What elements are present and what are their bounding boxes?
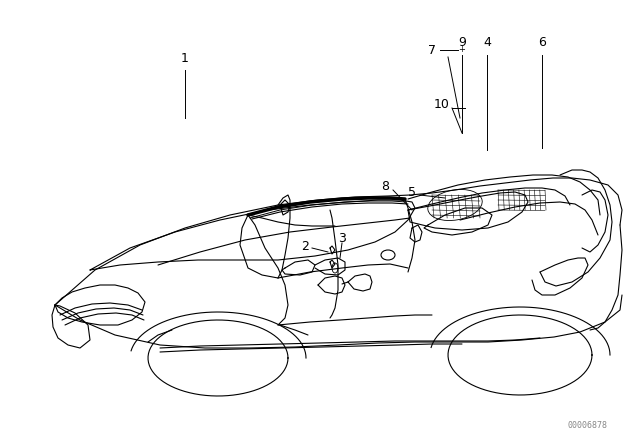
- Text: 5: 5: [408, 186, 416, 199]
- Text: 1: 1: [181, 52, 189, 65]
- Text: 4: 4: [483, 36, 491, 49]
- Text: 9: 9: [458, 36, 466, 49]
- Text: 00006878: 00006878: [567, 421, 607, 430]
- Text: +: +: [459, 46, 465, 55]
- Text: 6: 6: [538, 36, 546, 49]
- Text: 10: 10: [434, 99, 450, 112]
- Text: 7: 7: [428, 43, 436, 56]
- Text: 3: 3: [338, 232, 346, 245]
- Text: 8: 8: [381, 181, 389, 194]
- Text: 2: 2: [301, 240, 309, 253]
